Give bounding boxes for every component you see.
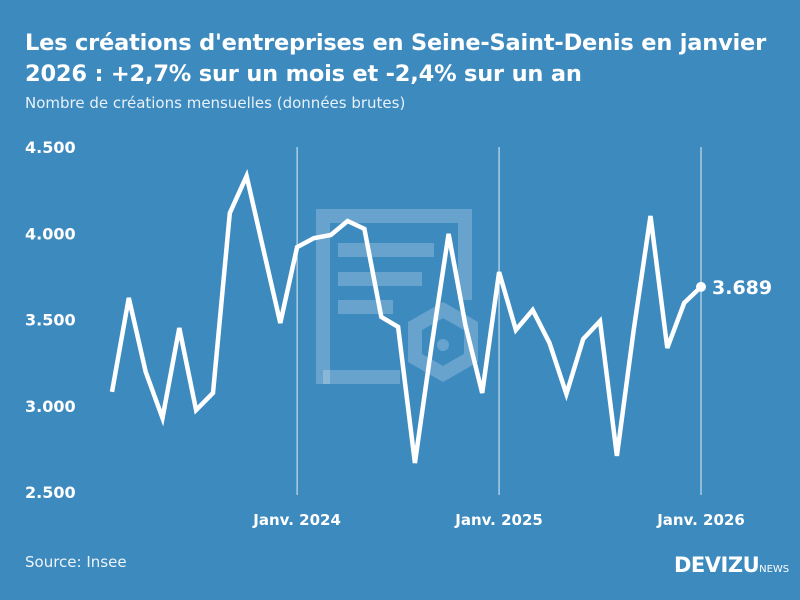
logo-main: DEVIZU [674,553,760,577]
x-tick-label: Janv. 2026 [656,511,745,529]
y-tick-label: 3.500 [25,311,76,330]
y-tick-label: 4.000 [25,224,76,243]
y-tick-label: 2.500 [25,483,76,502]
series-line [109,168,703,464]
chart-subtitle: Nombre de créations mensuelles (données … [25,94,406,112]
chart-title: Les créations d'entreprises en Seine-Sai… [25,30,767,87]
x-tick-label: Janv. 2024 [252,511,341,529]
logo-suffix: NEWS [759,564,790,575]
y-tick-label: 4.500 [25,138,76,157]
devizu-logo: DEVIZUNEWS [674,553,789,577]
last-point-marker [696,281,706,292]
source-note: Source: Insee [25,553,127,571]
y-tick-label: 3.000 [25,397,76,416]
last-value-label: 3.689 [712,277,772,299]
x-tick-label: Janv. 2025 [454,511,543,529]
